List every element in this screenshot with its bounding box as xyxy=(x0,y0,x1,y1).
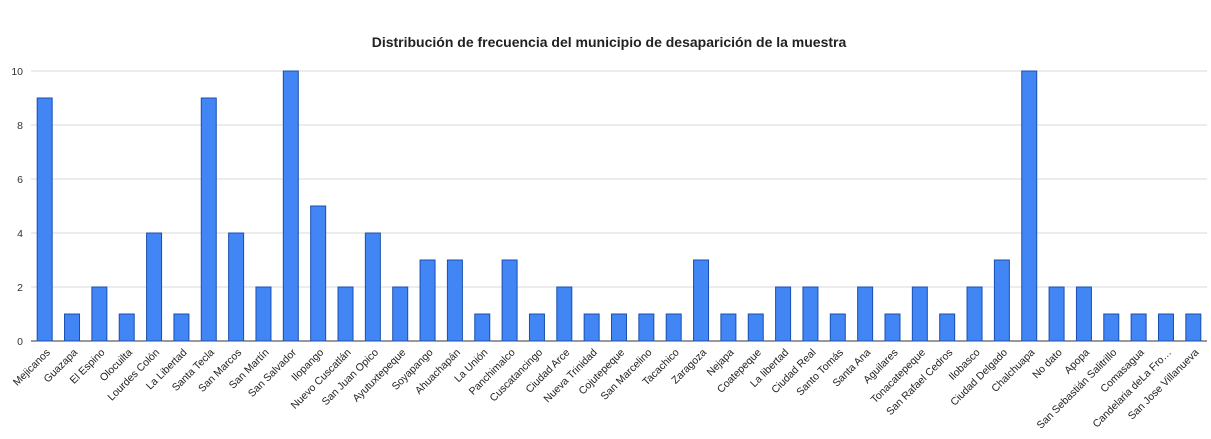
bar xyxy=(583,313,600,342)
y-tick-label: 10 xyxy=(11,66,23,78)
bar xyxy=(255,286,272,342)
bar xyxy=(1157,313,1174,342)
bar xyxy=(802,286,819,342)
y-axis-ticks: 0 2 4 6 8 10 xyxy=(11,66,23,348)
bar xyxy=(419,259,436,342)
bar xyxy=(64,313,81,342)
bar xyxy=(91,286,108,342)
bar xyxy=(829,313,846,342)
bar xyxy=(474,313,491,342)
bar xyxy=(611,313,627,342)
bars xyxy=(36,70,1202,342)
chart-title: Distribución de frecuencia del municipio… xyxy=(372,34,847,50)
bar xyxy=(638,313,655,342)
bar xyxy=(282,70,299,342)
bar xyxy=(775,286,792,342)
bar xyxy=(36,97,53,342)
bar xyxy=(1048,286,1065,342)
bar xyxy=(310,205,327,342)
bar xyxy=(966,286,983,342)
bar xyxy=(501,259,518,342)
y-tick-label: 2 xyxy=(17,282,23,294)
bar xyxy=(528,313,545,342)
y-tick-label: 0 xyxy=(17,336,23,348)
y-tick-label: 4 xyxy=(17,228,23,240)
bar xyxy=(1103,313,1120,342)
bar xyxy=(200,97,217,342)
y-tick-label: 6 xyxy=(17,174,23,186)
x-tick-label: No dato xyxy=(1030,347,1065,382)
bar xyxy=(1185,313,1202,342)
bar xyxy=(1021,70,1038,342)
bar xyxy=(993,259,1010,342)
bar xyxy=(857,286,874,342)
bar xyxy=(228,232,245,342)
bar xyxy=(173,313,190,342)
y-tick-label: 8 xyxy=(17,120,23,132)
bar xyxy=(884,313,901,342)
bar xyxy=(911,286,928,342)
bar xyxy=(364,232,381,342)
bar xyxy=(693,259,710,342)
bar xyxy=(939,313,956,342)
bar xyxy=(1130,313,1147,342)
gridlines xyxy=(31,70,1207,342)
bar xyxy=(337,286,354,342)
bar xyxy=(118,313,135,342)
bar xyxy=(446,259,463,342)
bar xyxy=(556,286,573,342)
bar xyxy=(392,286,409,342)
bar xyxy=(747,313,764,342)
bar xyxy=(146,232,163,342)
bar xyxy=(720,313,737,342)
bar xyxy=(665,313,682,342)
bar xyxy=(1075,286,1092,342)
